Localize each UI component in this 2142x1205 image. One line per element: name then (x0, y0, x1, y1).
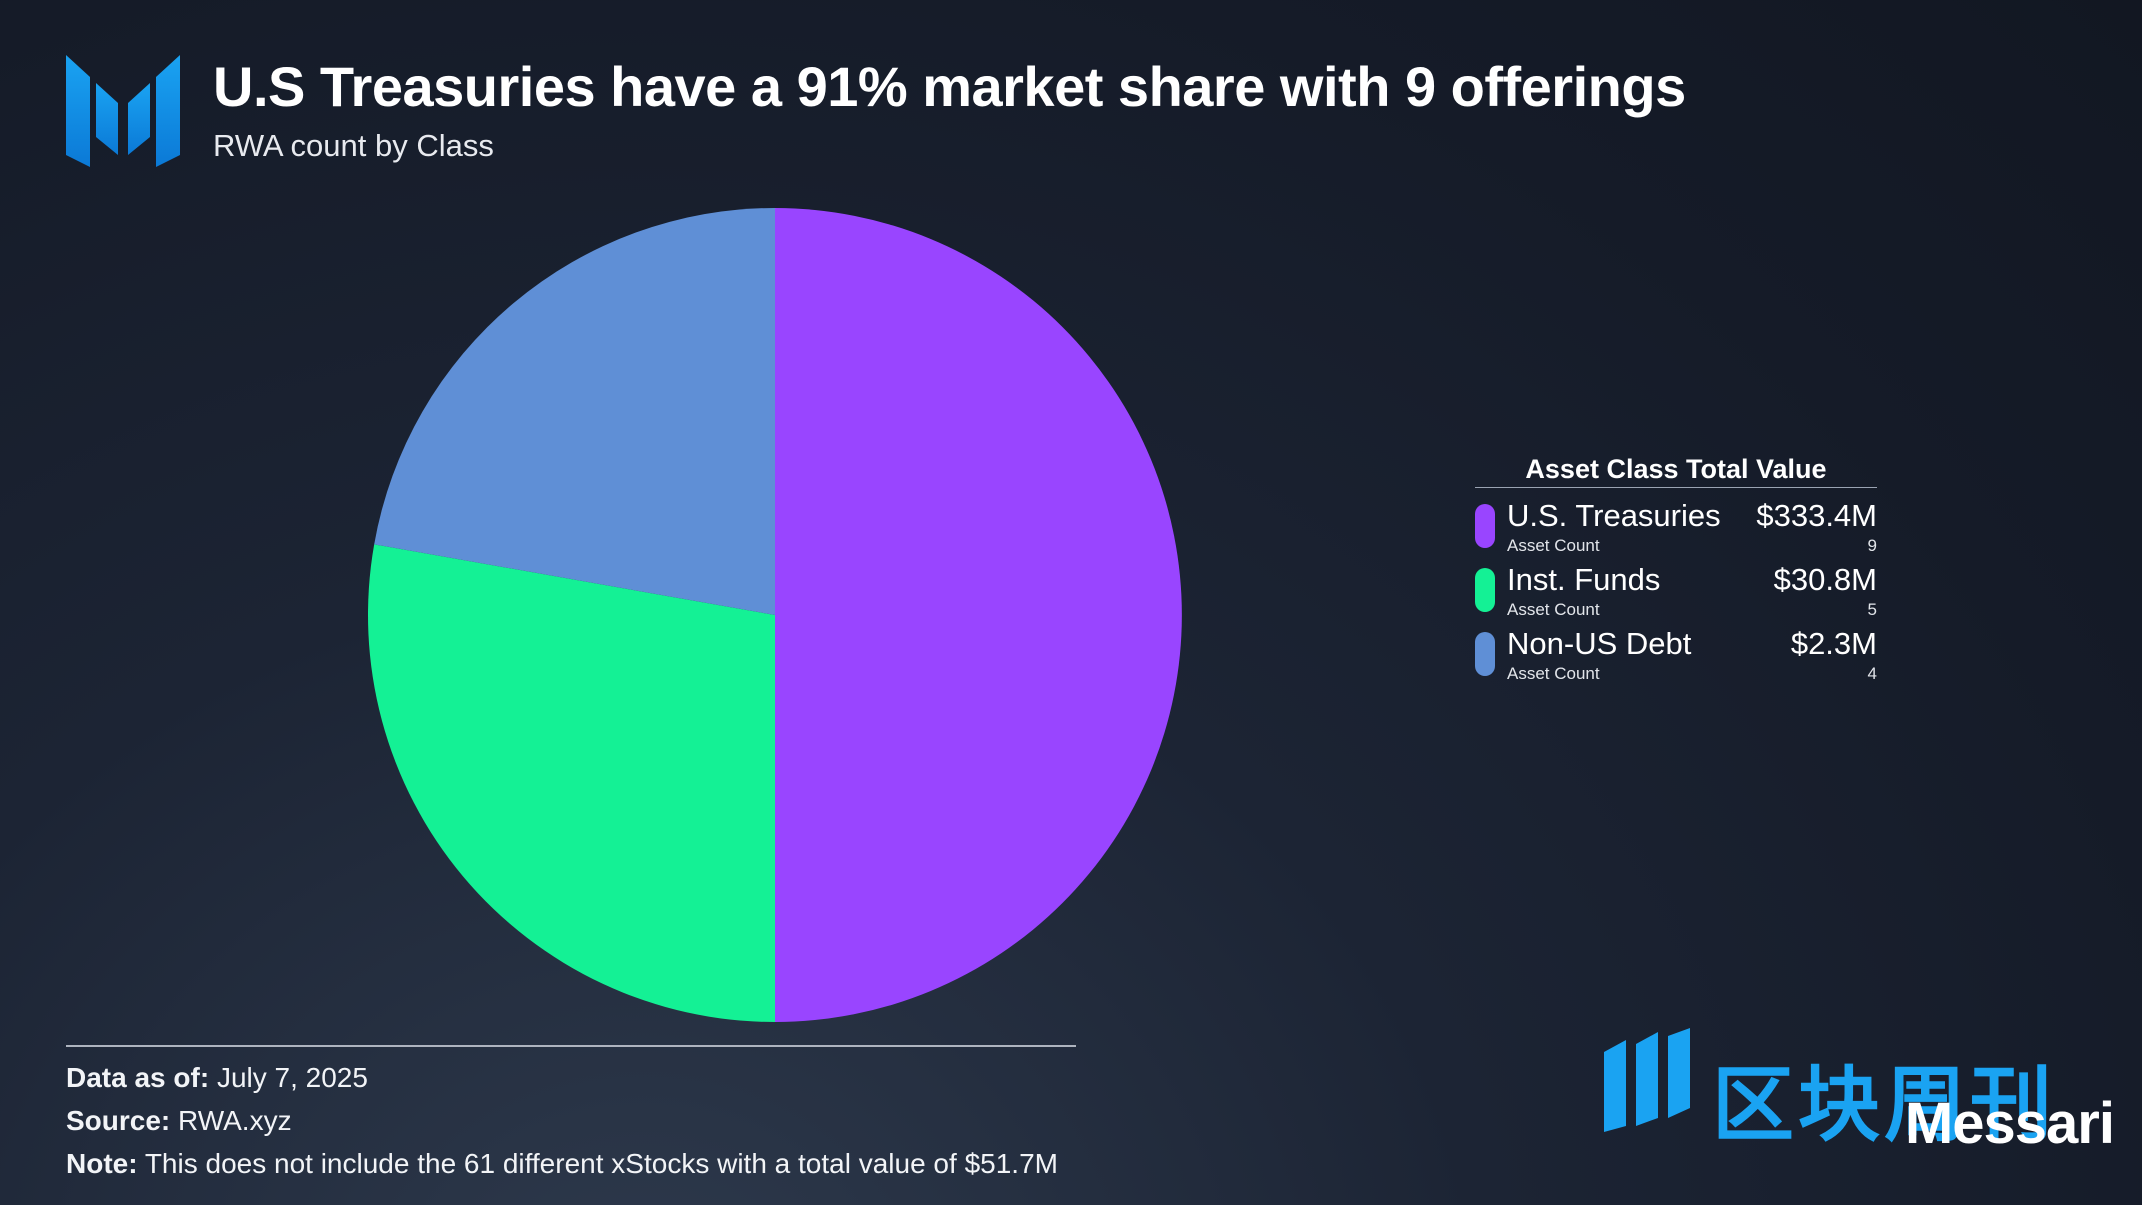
footer-data-label: Data as of: (66, 1062, 210, 1093)
pie-slice-u-s-treasuries (775, 208, 1182, 1022)
pie-chart (367, 208, 1182, 1022)
legend-item-us-treasuries: U.S. Treasuries Asset Count $333.4M 9 (1475, 494, 1877, 558)
footer-data-date: Data as of: July 7, 2025 (66, 1056, 1058, 1099)
legend-item-value: $30.8M (1773, 562, 1877, 597)
legend-item-inst-funds: Inst. Funds Asset Count $30.8M 5 (1475, 558, 1877, 622)
brand-area: 区块周刊 Messari (1600, 1028, 2120, 1156)
footer-source-value: RWA.xyz (178, 1105, 292, 1136)
messari-logo-icon (66, 55, 180, 167)
pie-slice-inst-funds (367, 544, 775, 1022)
watermark-text: 区块周刊 (1712, 1058, 2057, 1153)
legend-item-sub-label: Asset Count (1507, 536, 1600, 555)
legend-item-sub-label: Asset Count (1507, 600, 1600, 619)
footer-note: Note: This does not include the 61 diffe… (66, 1142, 1058, 1185)
chart-title: U.S Treasuries have a 91% market share w… (213, 55, 1686, 118)
chart-footer: Data as of: July 7, 2025 Source: RWA.xyz… (66, 1056, 1058, 1185)
legend-swatch (1475, 632, 1495, 676)
footer-note-value: This does not include the 61 different x… (144, 1148, 1058, 1179)
legend-item-count: 5 (1867, 600, 1877, 619)
blockweekly-logo-icon (1604, 1028, 1690, 1132)
pie-slice-non-us-debt (374, 208, 775, 615)
legend-item-sub-label: Asset Count (1507, 664, 1600, 683)
footer-source: Source: RWA.xyz (66, 1099, 1058, 1142)
legend-item-name: Non-US Debt (1507, 626, 1692, 661)
pie-slices (367, 208, 1182, 1022)
legend-item-count: 4 (1867, 664, 1877, 683)
legend-swatch (1475, 568, 1495, 612)
legend-item-non-us-debt: Non-US Debt Asset Count $2.3M 4 (1475, 622, 1877, 686)
legend-swatch (1475, 504, 1495, 548)
legend: Asset Class Total Value U.S. Treasuries … (1475, 450, 1877, 686)
legend-item-value: $2.3M (1790, 626, 1877, 661)
footer-source-label: Source: (66, 1105, 171, 1136)
legend-title: Asset Class Total Value (1475, 450, 1877, 488)
footer-divider (66, 1045, 1076, 1047)
chart-header: U.S Treasuries have a 91% market share w… (0, 0, 2142, 180)
legend-item-count: 9 (1867, 536, 1877, 555)
legend-item-name: U.S. Treasuries (1507, 498, 1721, 533)
messari-wordmark: Messari (1904, 1091, 2115, 1156)
footer-data-value: July 7, 2025 (216, 1062, 368, 1093)
footer-note-label: Note: (66, 1148, 138, 1179)
legend-item-name: Inst. Funds (1507, 562, 1661, 597)
chart-subtitle: RWA count by Class (213, 128, 494, 163)
legend-item-value: $333.4M (1756, 498, 1877, 533)
